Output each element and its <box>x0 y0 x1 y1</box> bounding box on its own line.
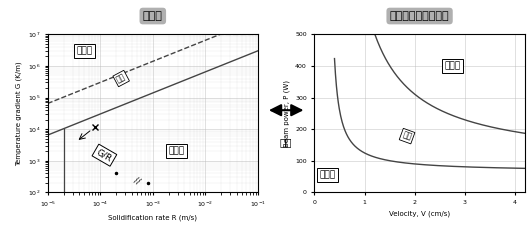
Text: 凝固组织加工预测图: 凝固组织加工预测图 <box>390 11 449 21</box>
X-axis label: Solidification rate R (m/s): Solidification rate R (m/s) <box>108 215 197 221</box>
Text: 等轴晶: 等轴晶 <box>445 61 461 71</box>
X-axis label: Velocity, V (cm/s): Velocity, V (cm/s) <box>389 210 450 217</box>
Text: 混合: 混合 <box>115 72 127 85</box>
Text: 凝固图: 凝固图 <box>143 11 163 21</box>
Text: 混合: 混合 <box>401 130 413 142</box>
Text: 柱状晶: 柱状晶 <box>320 170 335 180</box>
Text: //: // <box>132 176 142 186</box>
Text: 等轴晶: 等轴晶 <box>169 147 185 156</box>
Text: 柱状晶: 柱状晶 <box>76 46 92 55</box>
Text: 计算: 计算 <box>280 137 293 147</box>
Y-axis label: Beam power, P (W): Beam power, P (W) <box>283 80 289 147</box>
Y-axis label: Temperature gradient G (K/m): Temperature gradient G (K/m) <box>15 61 22 166</box>
Text: G/R: G/R <box>95 147 114 163</box>
FancyArrowPatch shape <box>271 105 301 115</box>
